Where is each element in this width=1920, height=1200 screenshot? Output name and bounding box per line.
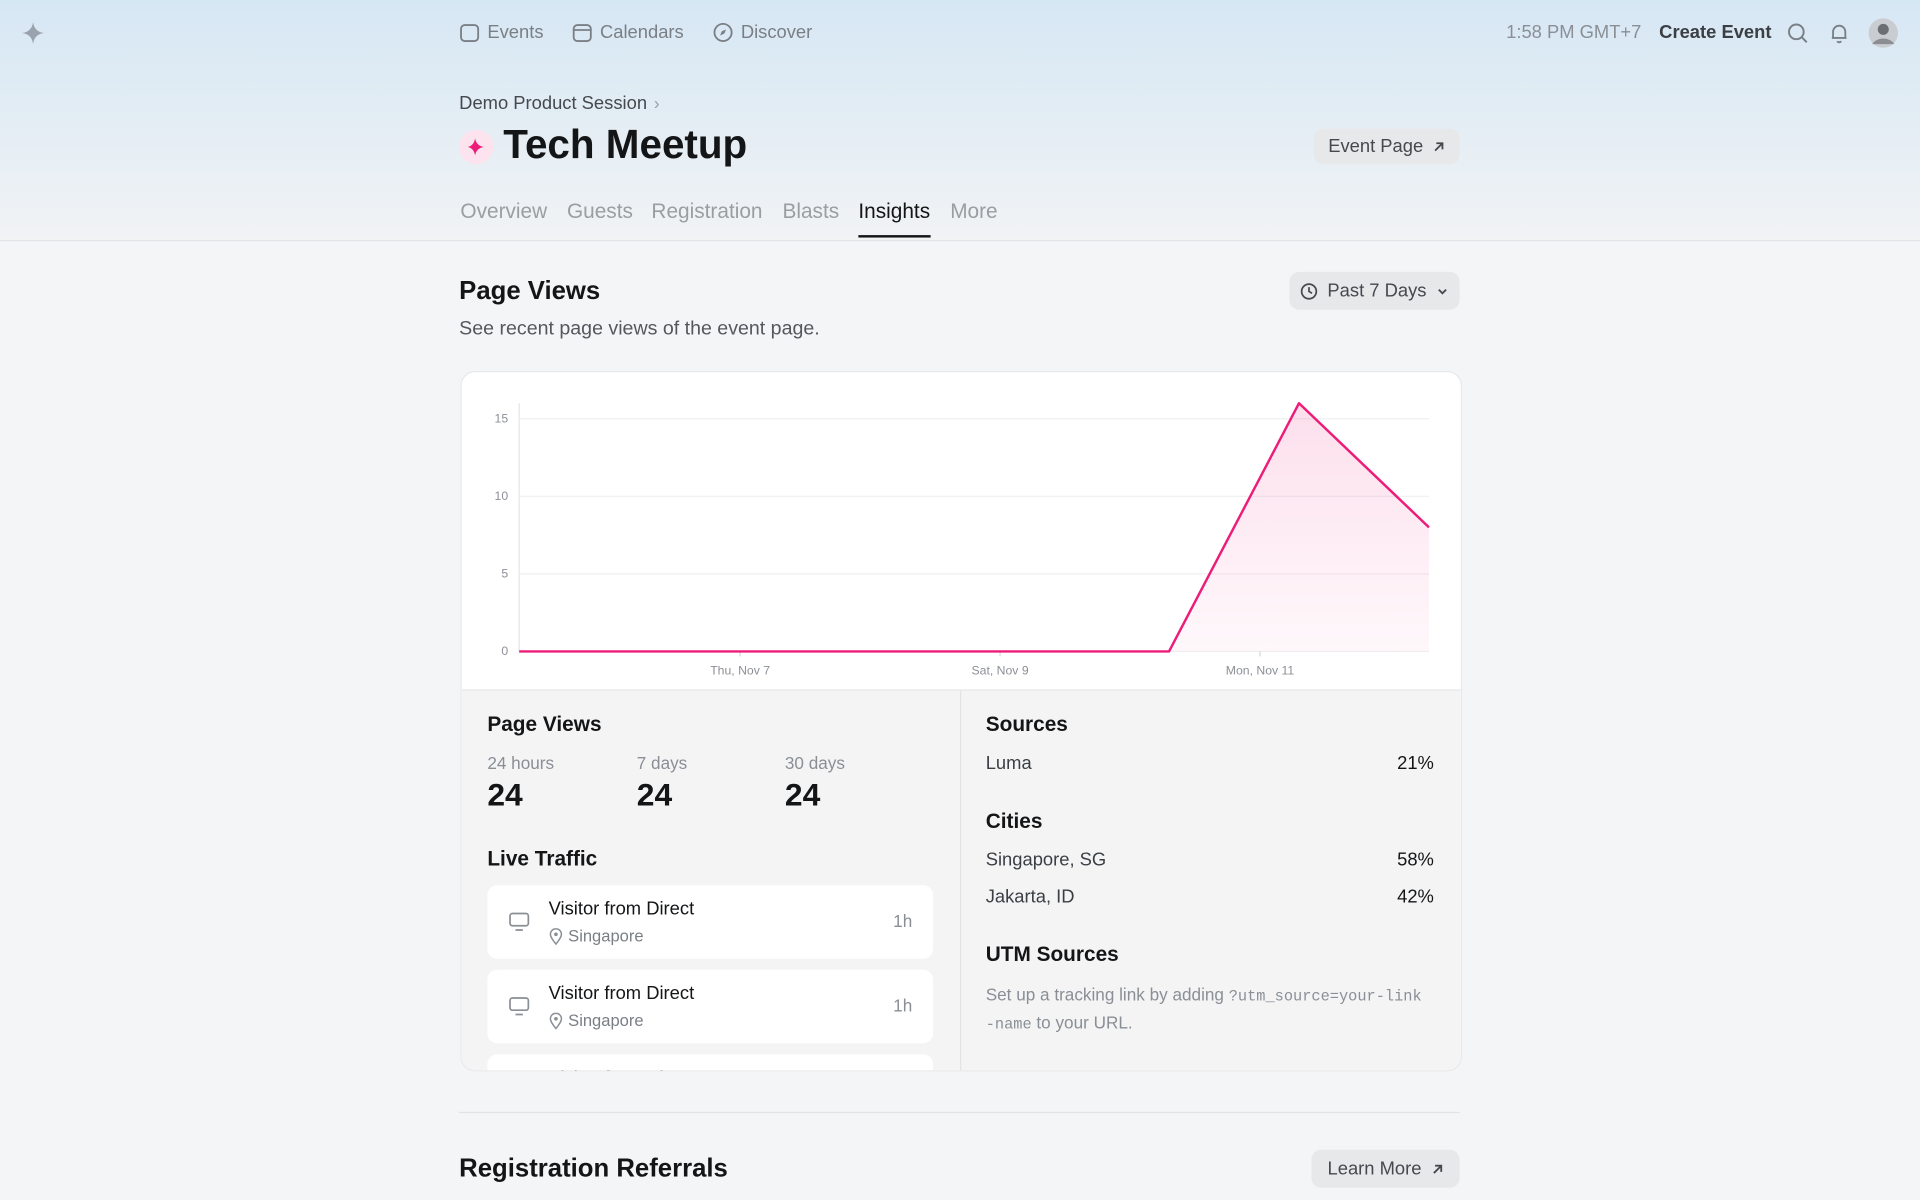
city-name: Jakarta, ID [985,886,1075,908]
logo[interactable] [21,21,45,45]
y-tick-label: 0 [501,644,508,658]
line [519,402,1430,653]
bell-icon[interactable] [1828,22,1850,44]
city-row: Singapore, SG 58% [986,850,1434,871]
stat-value: 24 [784,776,821,814]
clock: 1:58 PM GMT+7 [1506,22,1642,43]
visitor-time: 1h [893,995,913,1016]
section-title: Page Views [459,276,601,305]
nav-label: Events [487,22,544,43]
tab-active[interactable]: Insights [858,200,931,238]
utm-title: UTM Sources [985,942,1119,967]
x-tick-label: Thu, Nov 7 [710,664,770,678]
event-page-button[interactable]: Event Page [1313,128,1460,165]
nav-label: Discover [740,22,813,43]
stat-label: 30 days [784,753,845,773]
live-traffic-title: Live Traffic [487,847,598,871]
insights-card: 0 5 10 15 Thu, Nov 7 Sat, Nov 9 Mon, Nov 11 Pa… [460,371,1463,1072]
learn-more-button[interactable]: Learn More [1311,1149,1460,1188]
separator [459,1111,1460,1114]
y-tick-label: 5 [501,567,508,581]
city-share: 58% [1397,849,1434,871]
tab[interactable]: Blasts [782,199,840,223]
y-tick-label: 10 [495,489,509,503]
visitor-row[interactable]: Visitor from Direct Singapore 1h [487,969,934,1044]
monitor-icon [509,912,530,931]
pin-icon [549,1012,563,1030]
visitor-row[interactable]: Visitor from Direct Singapore 1h [487,885,934,959]
nav-calendars[interactable]: Calendars [572,22,684,43]
chart: 0 5 10 15 Thu, Nov 7 Sat, Nov 9 Mon, Nov 11 [495,402,1430,678]
monitor-icon [509,997,530,1016]
text: to your URL. [1036,1012,1133,1033]
nav-events[interactable]: Events [459,22,544,43]
source-name: Luma [985,753,1032,774]
city-share: 42% [1397,886,1434,908]
visitor-location: Singapore [568,1011,644,1030]
x-tick-label: Mon, Nov 11 [1226,664,1295,678]
city-row: Jakarta, ID 42% [986,887,1434,908]
x-tick-label: Sat, Nov 9 [972,664,1029,678]
source-share: 21% [1397,753,1434,774]
tab[interactable]: Guests [566,199,633,223]
button-label: Learn More [1327,1158,1422,1180]
tab[interactable]: Overview [460,199,548,223]
cities-title: Cities [985,809,1043,833]
avatar[interactable] [1868,18,1898,48]
city-name: Singapore, SG [985,849,1107,871]
stats-panel: Page Views 24 hours 24 7 days 24 30 days… [461,689,1461,1071]
tab[interactable]: Registration [651,199,763,223]
text: Set up a tracking link by adding [985,984,1224,1005]
tab[interactable]: More [950,199,998,223]
button-label: Past 7 Days [1327,280,1427,302]
pin-icon [549,928,563,946]
visitor-time: 1h [893,911,913,931]
visitor-location: Singapore [568,926,644,946]
create-event[interactable]: Create Event [1659,22,1772,43]
code: ?utm_source=your-link-name [985,988,1422,1034]
area [519,403,1429,652]
sources-title: Sources [985,712,1068,736]
source-row: Luma 21% [986,753,1434,774]
section-title: Registration Referrals [459,1154,728,1183]
event-title: Tech Meetup [503,121,748,167]
stat-value: 24 [487,776,523,814]
stats-title: Page Views [487,712,602,736]
breadcrumb-chevron: › [653,93,660,113]
nav-label: Calendars [600,22,684,43]
visitor-name: Visitor from Direct [548,898,695,920]
breadcrumb[interactable]: Demo Product Session [459,93,648,114]
search-icon[interactable] [1787,22,1809,44]
utm-text: Set up a tracking link by adding ?utm_so… [986,982,1427,1038]
y-tick-label: 15 [495,411,509,425]
visitor-name: Visitor from Direct [549,1068,695,1070]
event-icon [459,129,494,165]
stat-value: 24 [636,776,673,814]
nav-discover[interactable]: Discover [713,22,813,43]
range-dropdown[interactable]: Past 7 Days [1289,271,1460,310]
visitor-row[interactable]: Visitor from Direct Singapore 1h [487,1054,934,1071]
visitor-name: Visitor from Direct [548,983,695,1005]
button-label: Event Page [1328,135,1424,157]
stat-label: 7 days [636,753,688,773]
stat-label: 24 hours [487,753,555,773]
section-subtitle: See recent page views of the event page. [459,318,820,340]
header-bg [0,0,1920,242]
divider [960,690,962,1071]
